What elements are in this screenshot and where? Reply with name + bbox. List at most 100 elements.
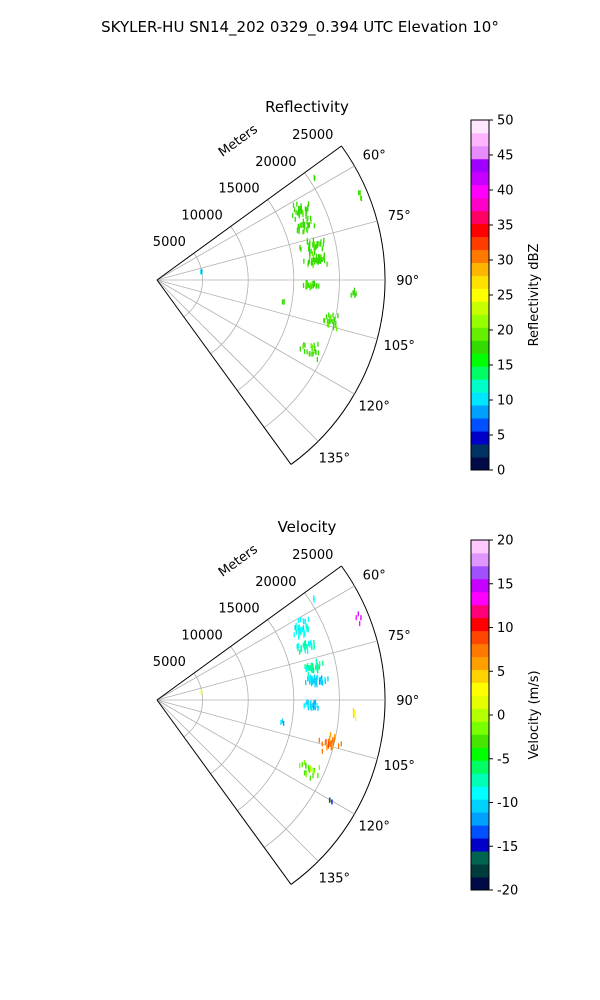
radar-gate xyxy=(293,632,295,638)
radial-tick-label: 15000 xyxy=(218,182,259,197)
radar-gate xyxy=(305,214,307,220)
radar-gate xyxy=(281,718,284,724)
radar-gate xyxy=(299,649,301,655)
radar-gate xyxy=(317,705,319,711)
radar-gate xyxy=(329,319,331,325)
radar-gate xyxy=(303,348,306,354)
radar-gate xyxy=(323,318,326,324)
radar-gate xyxy=(308,665,311,671)
colorbar-label: Reflectivity dBZ xyxy=(527,244,542,347)
radar-gate xyxy=(329,316,332,322)
radar-gate xyxy=(298,206,300,212)
colorbar-swatch xyxy=(471,353,489,367)
radar-gate xyxy=(303,221,306,227)
radar-gate xyxy=(353,287,356,293)
colorbar-swatch xyxy=(471,695,489,709)
radar-gate xyxy=(321,748,324,754)
radar-gate xyxy=(306,281,308,287)
colorbar-swatch xyxy=(471,210,489,225)
angular-tick-label: 135° xyxy=(319,871,350,886)
colorbar-tick-label: 10 xyxy=(497,621,514,636)
radar-gate xyxy=(355,291,357,297)
radar-gate xyxy=(308,250,311,256)
radar-gate xyxy=(335,320,337,326)
colorbar-swatch xyxy=(471,444,489,458)
radar-gate xyxy=(301,762,303,768)
radar-gate xyxy=(307,700,309,706)
radar-gate xyxy=(318,283,320,289)
radar-gate xyxy=(308,675,310,681)
radial-axis-label: Meters xyxy=(216,122,261,160)
colorbar-swatch xyxy=(471,158,489,173)
colorbar-swatch xyxy=(471,379,489,393)
radar-gate xyxy=(325,314,328,320)
radar-gate xyxy=(335,326,338,332)
radar-gate xyxy=(318,737,320,743)
colorbar-swatch xyxy=(471,132,489,147)
radar-gate xyxy=(307,676,309,682)
radar-gate xyxy=(201,269,203,275)
radar-gate xyxy=(312,280,314,286)
colorbar-swatch xyxy=(471,366,489,380)
radar-gate xyxy=(315,664,317,670)
radar-gate xyxy=(327,741,330,747)
radar-gate xyxy=(329,797,331,803)
radar-gate xyxy=(306,228,309,234)
radar-gate xyxy=(299,628,301,634)
radar-gate xyxy=(311,677,314,683)
radar-gate xyxy=(297,643,300,649)
radial-tick-label: 25000 xyxy=(292,128,333,143)
colorbar-tick-label: 0 xyxy=(497,709,505,724)
colorbar-tick-label: 25 xyxy=(497,289,514,304)
radar-gate xyxy=(313,668,315,674)
radar-gate xyxy=(313,705,315,711)
radar-gate xyxy=(307,702,309,708)
radar-gate xyxy=(301,209,303,215)
radial-grid-arc xyxy=(210,646,249,775)
radar-gate xyxy=(296,227,299,233)
colorbar-swatch xyxy=(471,812,489,826)
radar-gate xyxy=(306,239,309,245)
colorbar-swatch xyxy=(471,851,489,865)
radar-gate xyxy=(326,261,328,267)
angular-tick-label: 120° xyxy=(359,399,390,414)
colorbar-swatch xyxy=(471,314,489,328)
colorbar-swatch xyxy=(471,552,489,567)
radar-gate xyxy=(312,678,314,684)
radar-gate xyxy=(300,646,303,652)
colorbar-swatch xyxy=(471,120,489,134)
angular-tick-label: 90° xyxy=(396,694,419,709)
radar-gate xyxy=(350,292,352,298)
colorbar-swatch xyxy=(471,838,489,852)
radar-gate xyxy=(322,241,325,247)
radar-gate xyxy=(306,349,308,355)
radar-gate xyxy=(357,611,359,617)
radar-gate xyxy=(297,223,299,229)
radar-gate xyxy=(321,246,324,252)
radar-gate xyxy=(313,246,315,252)
radar-gate xyxy=(309,215,312,221)
radar-gate xyxy=(337,743,340,749)
panel-title: Reflectivity xyxy=(265,98,349,116)
radar-gate xyxy=(304,618,307,624)
radar-gate xyxy=(313,348,315,354)
radar-gate xyxy=(311,351,313,357)
radar-gate xyxy=(308,242,311,248)
radar-gate xyxy=(320,239,322,245)
radar-gate xyxy=(354,715,357,721)
radar-gate xyxy=(316,242,319,248)
panel-title: Velocity xyxy=(278,518,337,536)
radial-tick-label: 10000 xyxy=(181,208,222,223)
colorbar: 0 5 10 15 20 25 30 35 40 45 50 Reflectivity dBZ xyxy=(470,114,542,479)
radar-gate xyxy=(319,661,321,667)
radar-gate xyxy=(311,344,313,350)
sector-edge xyxy=(156,145,342,281)
radial-grid-arc xyxy=(183,252,203,318)
radar-gate xyxy=(305,680,307,686)
colorbar-swatch xyxy=(471,457,489,471)
radar-gate xyxy=(358,190,360,196)
radar-gate xyxy=(314,345,316,351)
radar-gate xyxy=(200,269,202,275)
radar-gate xyxy=(323,318,325,324)
radar-gate xyxy=(318,765,321,771)
